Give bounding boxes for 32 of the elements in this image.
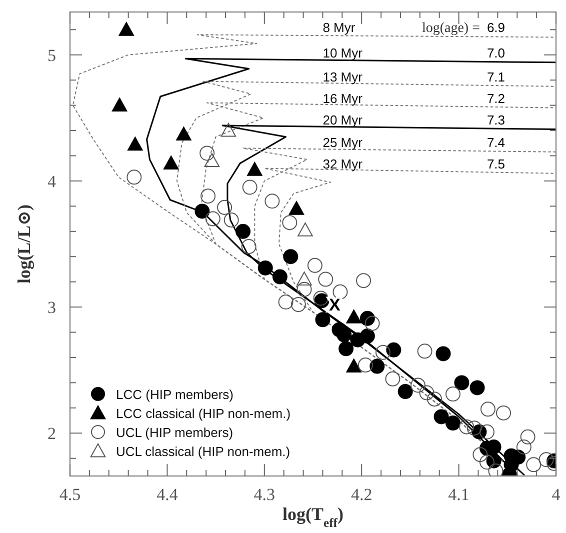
y-tick-label: 4 <box>48 172 56 191</box>
y-axis-title: log(L/L⊙) <box>14 204 34 284</box>
series-label: 16 Myr <box>322 90 364 106</box>
x-tick-label: 4 <box>552 485 561 504</box>
legend-label: UCL (HIP members) <box>116 425 234 440</box>
annotation: 7.0 <box>486 45 506 60</box>
x-tick-label: 4.2 <box>350 485 372 504</box>
annotation: X <box>328 295 341 314</box>
series-label: 8 Myr <box>322 20 356 36</box>
y-tick-label: 2 <box>48 424 56 444</box>
x-tick-label: 4.5 <box>59 485 81 504</box>
series-label: 10 Myr <box>322 45 364 60</box>
series-label: 13 Myr <box>322 69 364 84</box>
x-axis-title: log(T$_{eff}$) <box>282 504 344 530</box>
y-tick-label: 5 <box>48 46 56 65</box>
x-tick-label: 4.3 <box>254 485 276 504</box>
annotation: 7.1 <box>486 69 506 84</box>
annotation: log(age) = <box>422 21 480 36</box>
series-label: 20 Myr <box>322 112 364 128</box>
series-label: 32 Myr <box>322 156 364 172</box>
annotation: 7.3 <box>486 112 506 128</box>
y-tick-label: 3 <box>48 298 56 318</box>
series-label: 25 Myr <box>322 134 364 150</box>
annotation: 6.9 <box>486 20 506 36</box>
annotation: 7.5 <box>486 156 506 172</box>
legend-label: LCC (HIP members) <box>116 387 234 402</box>
x-tick-label: 4.4 <box>156 485 178 504</box>
annotation: 7.2 <box>486 90 506 106</box>
legend-label: LCC classical (HIP non-mem.) <box>116 406 291 421</box>
legend-label: UCL classical (HIP non-mem.) <box>116 444 290 459</box>
annotation: 7.4 <box>486 134 506 150</box>
x-tick-label: 4.1 <box>448 485 470 504</box>
